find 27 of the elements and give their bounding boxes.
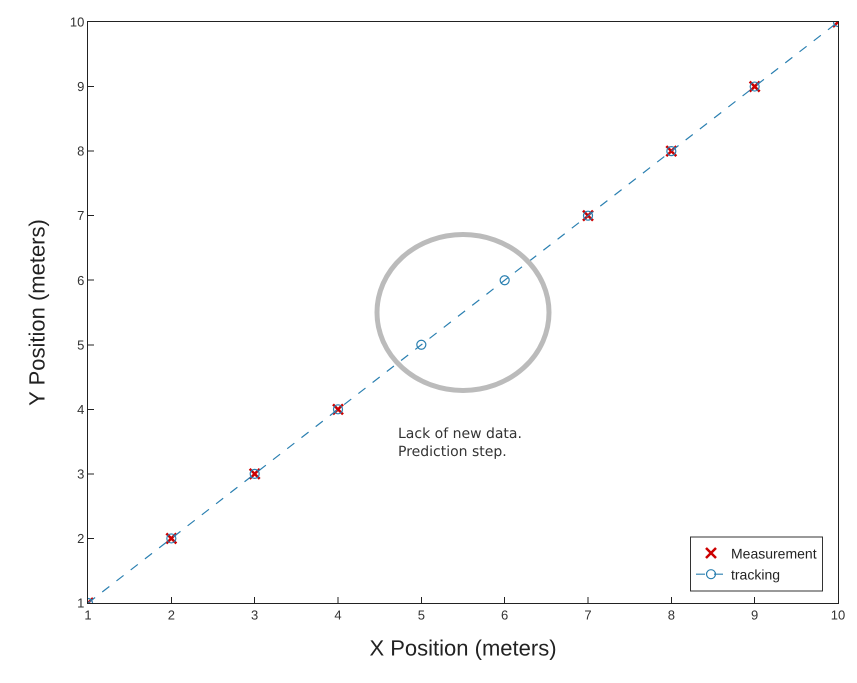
y-tick-label: 4 (77, 402, 84, 417)
point (416, 340, 426, 350)
y-tick-label: 1 (77, 596, 84, 611)
x-tick-label: 5 (418, 608, 425, 623)
x-tick-label: 8 (668, 608, 675, 623)
x-tick-label: 6 (501, 608, 508, 623)
x-tick-label: 2 (168, 608, 175, 623)
x-axis-title: X Position (meters) (369, 636, 557, 660)
y-tick-label: 10 (70, 14, 84, 30)
y-tick-label: 5 (77, 337, 84, 352)
x-tick-label: 4 (334, 608, 342, 623)
line-series (88, 22, 838, 603)
legend-label: Measurement (731, 545, 817, 562)
point (500, 275, 510, 286)
legend-label: tracking (731, 566, 780, 583)
y-tick-label: 9 (77, 79, 84, 94)
y-tick-label: 6 (77, 272, 84, 288)
x-tick-label: 3 (251, 608, 258, 623)
annotation: Lack of new data. Prediction step. (398, 426, 522, 460)
y-tick-label: 7 (77, 208, 84, 224)
y-tick-label: 3 (77, 466, 84, 482)
y-tick-label: 8 (77, 144, 84, 159)
x-tick-label: 7 (584, 608, 592, 623)
x-tick-label: 10 (830, 608, 846, 623)
y-axis-title: Y Position (meters) (24, 219, 50, 406)
y-tick-label: 2 (77, 530, 84, 546)
x-tick-label: 9 (751, 608, 758, 623)
